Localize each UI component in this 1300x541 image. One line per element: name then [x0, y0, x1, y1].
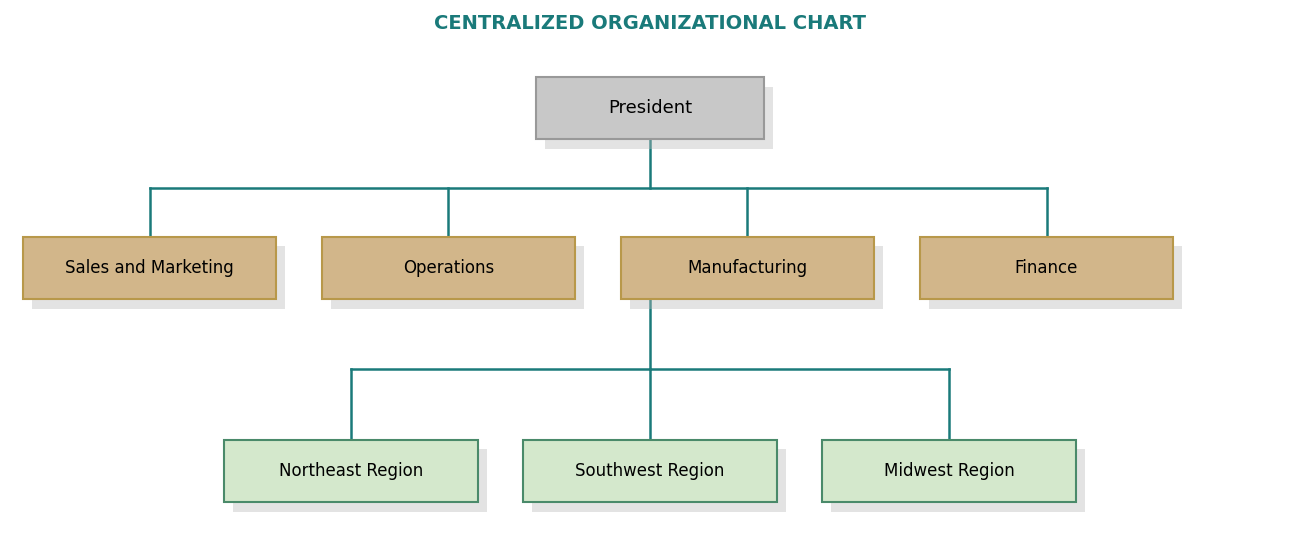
Text: Manufacturing: Manufacturing: [688, 259, 807, 277]
FancyBboxPatch shape: [536, 77, 763, 139]
FancyBboxPatch shape: [546, 87, 772, 149]
FancyBboxPatch shape: [31, 247, 286, 308]
FancyBboxPatch shape: [629, 247, 884, 308]
Text: Southwest Region: Southwest Region: [576, 461, 724, 480]
FancyBboxPatch shape: [928, 247, 1183, 308]
FancyBboxPatch shape: [533, 449, 785, 512]
FancyBboxPatch shape: [822, 439, 1075, 502]
FancyBboxPatch shape: [321, 237, 575, 299]
Text: CENTRALIZED ORGANIZATIONAL CHART: CENTRALIZED ORGANIZATIONAL CHART: [434, 14, 866, 32]
FancyBboxPatch shape: [620, 237, 874, 299]
Text: Finance: Finance: [1015, 259, 1078, 277]
Text: Northeast Region: Northeast Region: [280, 461, 422, 480]
FancyBboxPatch shape: [832, 449, 1086, 512]
Text: Operations: Operations: [403, 259, 494, 277]
Text: Sales and Marketing: Sales and Marketing: [65, 259, 234, 277]
FancyBboxPatch shape: [523, 439, 776, 502]
FancyBboxPatch shape: [330, 247, 584, 308]
FancyBboxPatch shape: [920, 237, 1173, 299]
Text: Midwest Region: Midwest Region: [884, 461, 1014, 480]
Text: President: President: [608, 99, 692, 117]
FancyBboxPatch shape: [225, 439, 478, 502]
FancyBboxPatch shape: [234, 449, 488, 512]
FancyBboxPatch shape: [23, 237, 277, 299]
